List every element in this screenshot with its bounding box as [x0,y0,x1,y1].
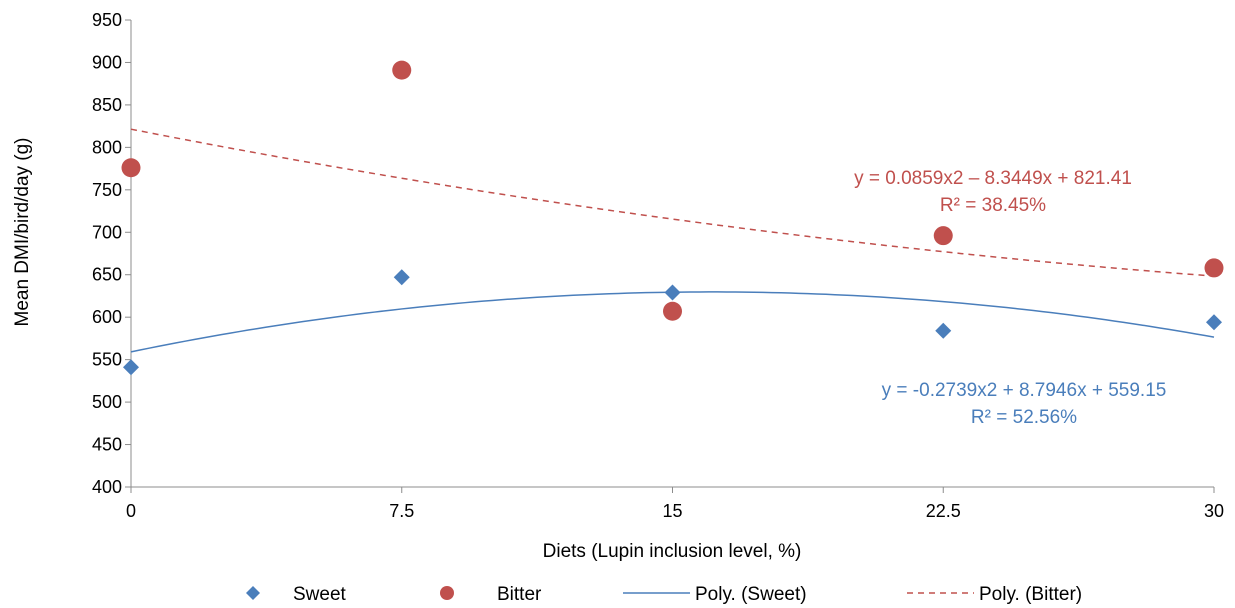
y-tick-label: 900 [92,52,122,72]
x-tick-label: 15 [662,501,682,521]
legend-item-bitter[interactable]: Bitter [440,584,542,605]
y-axis-title: Mean DMI/bird/day (g) [12,137,33,326]
bitter-equation: y = 0.0859x2 – 8.3449x + 821.41 [854,168,1132,189]
y-tick-label: 650 [92,265,122,285]
sweet-point [935,322,952,339]
y-tick-label: 600 [92,307,122,327]
y-tick-label: 500 [92,392,122,412]
y-tick-label: 700 [92,222,122,242]
axes: 400 450 500 550 600 650 700 750 800 850 900 950 0 7.5… [92,10,1224,521]
bitter-point [933,226,953,246]
markers [121,60,1224,376]
legend-sweet-diamond-icon [246,586,260,600]
legend-item-sweet[interactable]: Sweet [246,584,347,605]
sweet-point [1206,314,1222,331]
x-tick-label: 0 [126,501,136,521]
x-tick-label: 7.5 [389,501,414,521]
sweet-r-squared: R² = 52.56% [971,407,1077,428]
y-tick-label: 800 [92,137,122,157]
y-tick-label: 850 [92,95,122,115]
bitter-point [392,60,412,80]
x-tick-label: 30 [1204,501,1224,521]
legend-poly-bitter-label: Poly. (Bitter) [979,584,1082,605]
legend: Sweet Bitter Poly. (Sweet) Poly. (Bitter… [246,584,1082,605]
sweet-equation: y = -0.2739x2 + 8.7946x + 559.15 [882,380,1167,401]
y-tick-label: 450 [92,435,122,455]
sweet-point [123,359,139,376]
sweet-trendline [130,291,1215,353]
bitter-trendline-label: y = 0.0859x2 – 8.3449x + 821.41 R² = 38.… [854,168,1132,216]
legend-bitter-label: Bitter [497,584,542,605]
bitter-point [663,301,682,321]
x-axis-title: Diets (Lupin inclusion level, %) [543,541,802,562]
bitter-point [1204,258,1224,278]
sweet-trendline-label: y = -0.2739x2 + 8.7946x + 559.15 R² = 52… [882,380,1167,428]
y-tick-label: 550 [92,350,122,370]
sweet-point [664,284,681,301]
legend-item-poly-bitter[interactable]: Poly. (Bitter) [907,584,1082,605]
legend-sweet-label: Sweet [293,584,347,605]
legend-item-poly-sweet[interactable]: Poly. (Sweet) [623,584,807,605]
bitter-trendline [130,128,1215,277]
y-tick-label: 400 [92,477,122,497]
legend-poly-sweet-label: Poly. (Sweet) [695,584,807,605]
bitter-r-squared: R² = 38.45% [940,195,1046,216]
y-tick-label: 950 [92,10,122,30]
y-tick-label: 750 [92,180,122,200]
legend-bitter-circle-icon [440,586,454,600]
bitter-point [121,158,141,178]
x-tick-label: 22.5 [926,501,961,521]
sweet-point [393,269,410,286]
